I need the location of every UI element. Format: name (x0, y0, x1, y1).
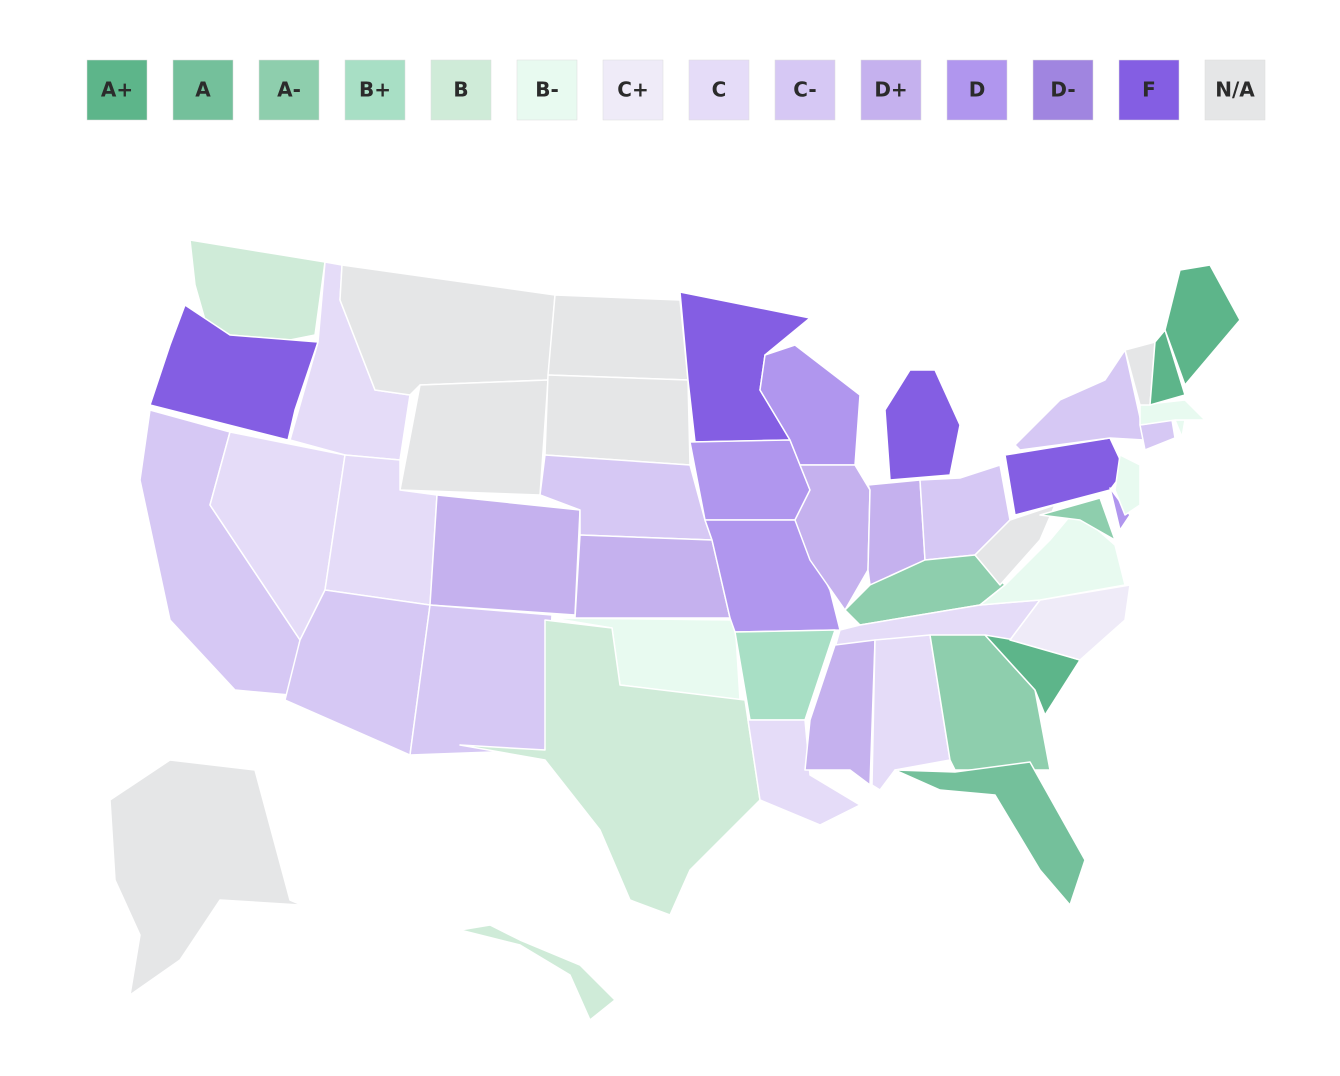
legend-swatch (258, 59, 320, 121)
state (339, 264, 556, 396)
state (1164, 264, 1241, 386)
state (1174, 419, 1186, 438)
state (284, 589, 431, 756)
state (884, 369, 961, 481)
state (109, 759, 396, 996)
legend-swatch (688, 59, 750, 121)
state (1014, 349, 1146, 451)
state (459, 619, 761, 916)
legend-swatch (1032, 59, 1094, 121)
legend-swatch (430, 59, 492, 121)
legend-label: C (712, 78, 727, 102)
state (1139, 399, 1206, 426)
state (1039, 497, 1116, 541)
legend-swatch (516, 59, 578, 121)
state (1114, 454, 1141, 516)
legend-label: A+ (101, 78, 133, 102)
legend-label: F (1142, 78, 1156, 102)
legend-swatch (172, 59, 234, 121)
legend-label: B- (535, 78, 559, 102)
state (459, 924, 616, 1021)
state (429, 494, 581, 616)
state (547, 294, 689, 381)
legend-swatch (344, 59, 406, 121)
legend-label: B (453, 78, 468, 102)
state (399, 379, 549, 496)
state (149, 304, 319, 441)
state (574, 534, 731, 619)
state (1009, 584, 1131, 661)
legend: A+ A A- B+ B B- C+ C C- D+ D D- F N/A (86, 59, 1266, 121)
state (689, 439, 811, 521)
legend-swatch (1204, 59, 1266, 121)
legend-label: C- (793, 78, 816, 102)
legend-label: N/A (1215, 78, 1255, 102)
state (409, 604, 553, 756)
legend-label: C+ (617, 78, 648, 102)
state (1149, 329, 1186, 406)
legend-label: D (969, 78, 986, 102)
us-map (109, 239, 1241, 1021)
legend-label: B+ (359, 78, 391, 102)
legend-label: D- (1050, 78, 1075, 102)
state (747, 719, 861, 826)
legend-swatch (774, 59, 836, 121)
legend-swatch (1118, 59, 1180, 121)
legend-label: D+ (874, 78, 907, 102)
legend-label: A (195, 78, 211, 102)
legend-swatch (860, 59, 922, 121)
legend-swatch (946, 59, 1008, 121)
legend-swatch (86, 59, 148, 121)
legend-label: A- (277, 78, 301, 102)
state (894, 761, 1086, 906)
state (544, 374, 691, 466)
legend-swatch (602, 59, 664, 121)
